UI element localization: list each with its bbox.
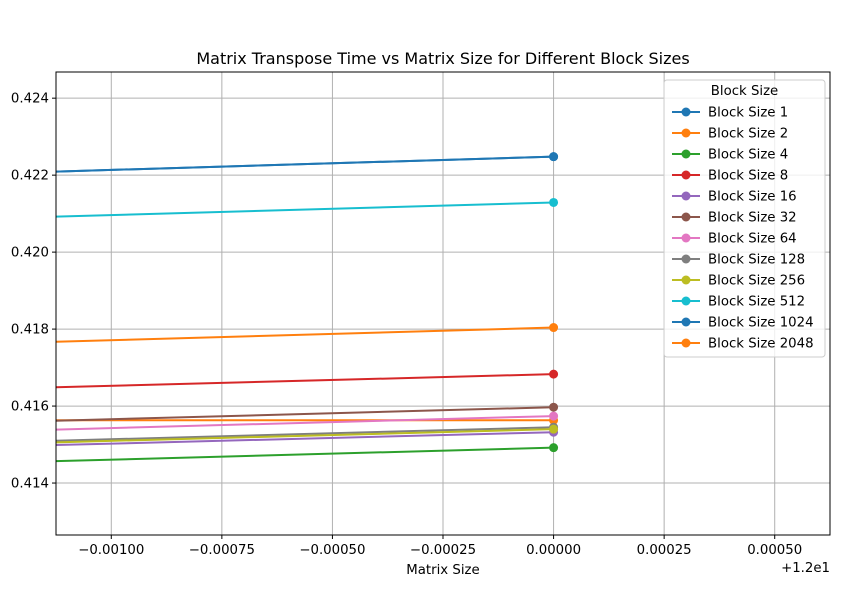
y-tick-label: 0.424 [11, 92, 49, 107]
legend-marker [681, 317, 691, 327]
y-tick-label: 0.418 [11, 323, 49, 338]
series-4 [56, 369, 559, 389]
series-9 [56, 424, 559, 444]
x-tick-label: 0.00050 [747, 543, 802, 558]
series-line [56, 426, 554, 442]
series-3 [56, 443, 559, 463]
axis-ticks: −0.00100 −0.00075 −0.00050 −0.00025 0.00000 0… [11, 92, 802, 558]
series-line [56, 428, 554, 444]
legend-label: Block Size 256 [708, 274, 805, 289]
data-point [549, 369, 559, 379]
series-line [56, 373, 554, 389]
legend-item: Block Size 256 [672, 274, 805, 289]
legend-marker [681, 212, 691, 222]
legend-label: Block Size 512 [708, 295, 805, 310]
data-point [549, 323, 559, 333]
y-tick-label: 0.422 [11, 169, 49, 184]
legend-label: Block Size 128 [708, 253, 805, 268]
series-line [56, 201, 554, 218]
legend-marker [681, 107, 691, 117]
legend-item: Block Size 2 [672, 127, 788, 142]
chart-title: Matrix Transpose Time vs Matrix Size for… [196, 49, 689, 68]
x-tick-label: 0.00000 [526, 543, 581, 558]
legend-marker [681, 254, 691, 264]
legend-marker [681, 191, 691, 201]
series-11 [56, 152, 559, 173]
legend-item: Block Size 1024 [672, 316, 814, 331]
legend-item: Block Size 64 [672, 232, 797, 247]
legend-item: Block Size 2048 [672, 337, 814, 352]
x-tick-label: −0.00100 [78, 543, 144, 558]
series-10 [56, 197, 559, 218]
legend-label: Block Size 4 [708, 148, 788, 163]
series-line [56, 431, 554, 447]
legend-label: Block Size 1 [708, 106, 788, 121]
data-point [549, 197, 559, 207]
legend-label: Block Size 8 [708, 169, 788, 184]
y-tick-label: 0.414 [11, 477, 49, 492]
x-offset-label: +1.2e1 [781, 561, 830, 576]
legend-label: Block Size 1024 [708, 316, 814, 331]
legend-label: Block Size 2048 [708, 337, 814, 352]
legend-marker [681, 296, 691, 306]
legend-label: Block Size 16 [708, 190, 797, 205]
x-tick-label: −0.00025 [410, 543, 476, 558]
legend-box [663, 79, 826, 358]
x-axis-label: Matrix Size [406, 563, 479, 578]
legend-marker [681, 170, 691, 180]
legend-marker [681, 338, 691, 348]
legend-marker [681, 149, 691, 159]
series-line [56, 326, 554, 343]
data-point [549, 443, 559, 453]
series-line [56, 406, 554, 422]
legend-marker [681, 275, 691, 285]
x-tick-label: 0.00025 [637, 543, 692, 558]
legend-item: Block Size 4 [672, 148, 788, 163]
legend-title: Block Size [711, 84, 778, 99]
legend-marker [681, 233, 691, 243]
legend-marker [681, 128, 691, 138]
series-line [56, 155, 554, 173]
legend-item: Block Size 128 [672, 253, 805, 268]
legend-label: Block Size 32 [708, 211, 797, 226]
y-tick-label: 0.416 [11, 400, 49, 415]
series-line [56, 446, 554, 463]
data-point [549, 402, 559, 412]
x-tick-label: −0.00050 [299, 543, 365, 558]
data-point [549, 424, 559, 434]
legend-item: Block Size 512 [672, 295, 805, 310]
legend: Block Size Block Size 1 Block Size 2 Block… [663, 79, 826, 358]
series-6 [56, 402, 559, 422]
series-group [56, 152, 559, 463]
y-tick-label: 0.420 [11, 246, 49, 261]
series-7 [56, 411, 559, 431]
legend-label: Block Size 2 [708, 127, 788, 142]
legend-label: Block Size 64 [708, 232, 797, 247]
legend-item: Block Size 1 [672, 106, 788, 121]
data-point [549, 152, 559, 162]
series-line [56, 415, 554, 431]
x-tick-label: −0.00075 [189, 543, 255, 558]
series-12 [56, 323, 559, 343]
legend-item: Block Size 8 [672, 169, 788, 184]
legend-item: Block Size 32 [672, 211, 797, 226]
data-point [549, 411, 559, 421]
legend-item: Block Size 16 [672, 190, 797, 205]
